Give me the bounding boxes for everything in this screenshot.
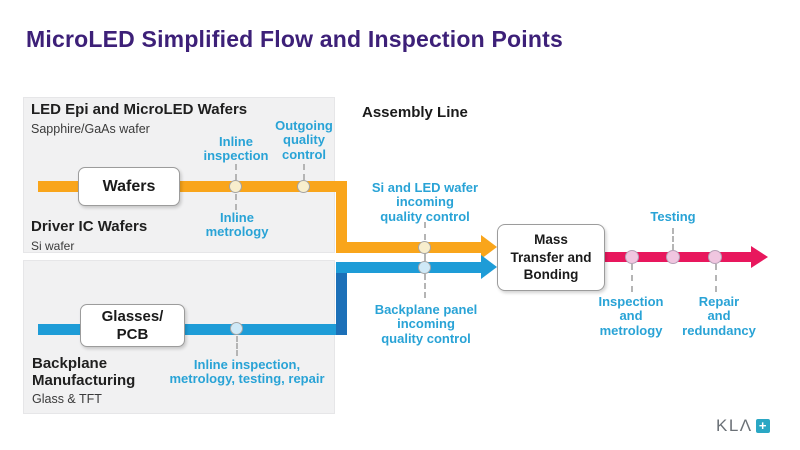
driver-ic-subtitle: Si wafer: [31, 239, 75, 253]
dash-inspection-metrology: [631, 264, 633, 292]
dash-outgoing-qc: [303, 164, 305, 180]
label-si-led-incoming-qc: Si and LED wafer incoming quality contro…: [371, 180, 479, 224]
wafer-flow-arrowhead-icon: [481, 235, 497, 259]
inspection-point-testing: [666, 250, 680, 264]
dash-repair-redundancy: [715, 264, 717, 292]
dash-inline-inspection: [235, 164, 237, 180]
label-inspection-and-metrology: Inspection and metrology: [598, 294, 664, 338]
inspection-point-backplane-incoming: [418, 261, 431, 274]
kla-logo: KLΛ +: [716, 417, 770, 434]
driver-ic-title: Driver IC Wafers: [31, 218, 148, 235]
label-backplane-incoming-qc: Backplane panel incoming quality control: [374, 302, 478, 346]
kla-logo-text: KLΛ: [716, 416, 753, 435]
dash-si-led-incoming: [424, 222, 426, 240]
wafer-flow-line-riser: [336, 181, 347, 253]
backplane-flow-line-to-bonding: [336, 262, 482, 273]
backplane-flow-line-riser: [336, 267, 347, 335]
label-outgoing-quality-control: Outgoing quality control: [275, 118, 333, 162]
inspection-point-repair-redundancy: [708, 250, 722, 264]
node-glasses-pcb: Glasses/ PCB: [80, 304, 185, 347]
dash-testing: [672, 228, 674, 250]
led-epi-title: LED Epi and MicroLED Wafers: [31, 101, 248, 118]
inspection-point-inline-imtr: [230, 322, 243, 335]
kla-plus-icon: +: [755, 418, 770, 433]
dash-inline-imtr: [236, 336, 238, 356]
dash-backplane-incoming: [424, 274, 426, 298]
assembly-line-heading: Assembly Line: [362, 104, 468, 121]
inspection-point-outgoing-qc: [297, 180, 310, 193]
backplane-flow-line-horizontal: [38, 324, 347, 335]
backplane-flow-arrowhead-icon: [481, 255, 497, 279]
label-inline-inspection: Inline inspection: [203, 134, 269, 164]
label-testing: Testing: [650, 209, 696, 224]
inspection-point-inspection-metrology: [625, 250, 639, 264]
inspection-point-si-led-incoming: [418, 241, 431, 254]
inspection-point-inline-inspection: [229, 180, 242, 193]
page-title: MicroLED Simplified Flow and Inspection …: [26, 26, 563, 52]
node-mass-transfer-bonding: Mass Transfer and Bonding: [497, 224, 605, 291]
dash-inline-metrology: [235, 194, 237, 210]
backplane-subtitle: Glass & TFT: [32, 392, 102, 406]
led-epi-subtitle: Sapphire/GaAs wafer: [31, 122, 150, 136]
label-repair-and-redundancy: Repair and redundancy: [682, 294, 756, 338]
wafer-flow-line-to-bonding: [336, 242, 482, 253]
wafer-flow-line-horizontal: [38, 181, 347, 192]
label-inline-metrology: Inline metrology: [205, 210, 269, 240]
backplane-title: Backplane Manufacturing: [32, 355, 136, 389]
dash-between-incoming-markers: [424, 253, 426, 261]
label-inline-inspection-metrology-testing-repair: Inline inspection, metrology, testing, r…: [169, 357, 325, 387]
node-wafers: Wafers: [78, 167, 180, 206]
assembly-output-arrowhead-icon: [751, 246, 768, 268]
